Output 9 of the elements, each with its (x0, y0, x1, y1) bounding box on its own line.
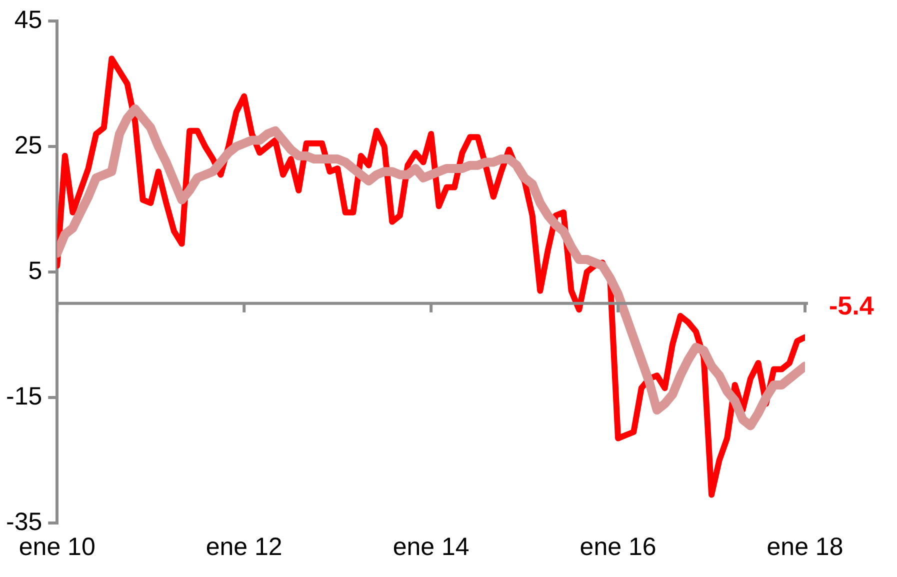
x-tick-label: ene 14 (392, 532, 470, 561)
y-tick-label: -15 (6, 382, 42, 410)
y-tick-label: 5 (28, 256, 42, 285)
x-tick-label: ene 12 (206, 532, 282, 561)
y-tick-label: 45 (14, 6, 42, 34)
y-tick-label: 25 (14, 131, 42, 160)
x-tick-label: ene 18 (766, 532, 844, 561)
annotation: -5.4 (829, 290, 874, 320)
x-tick-label: ene 16 (580, 532, 656, 561)
